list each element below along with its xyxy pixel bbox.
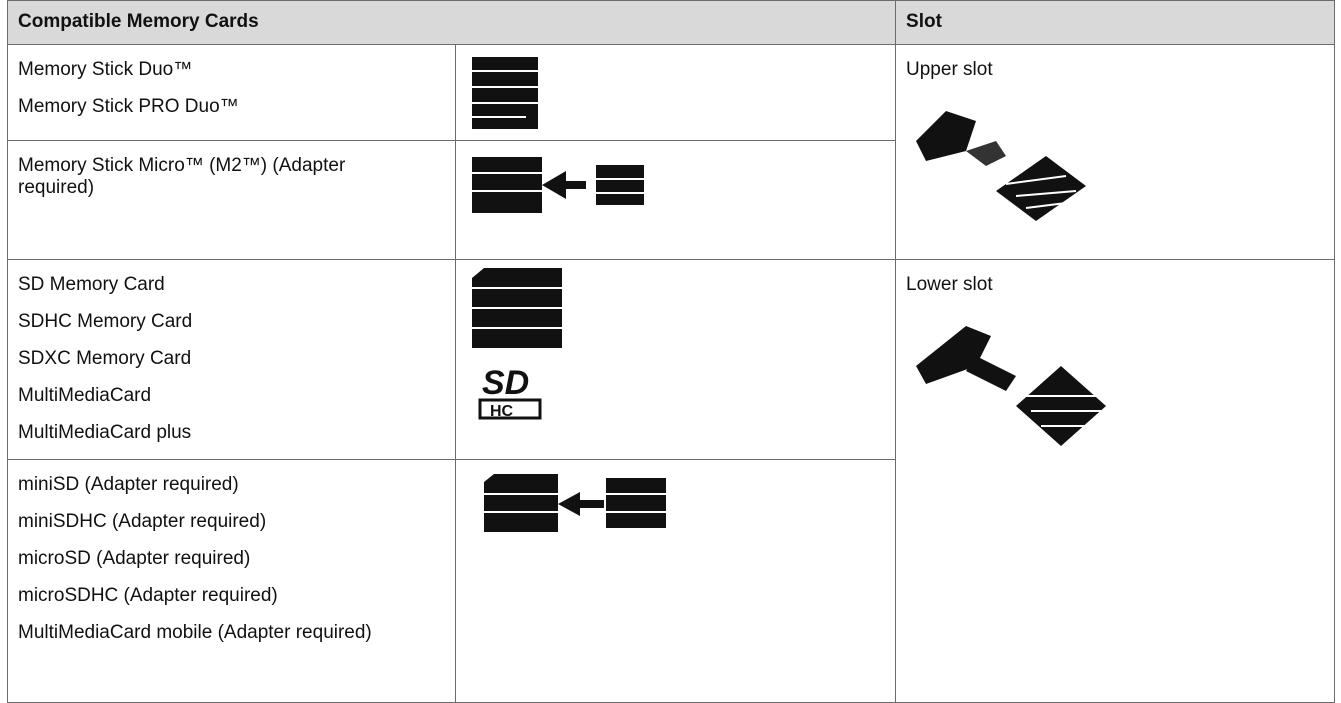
card-icon <box>472 268 562 348</box>
header-cell: Compatible Memory Cards <box>6 0 897 45</box>
card-name: microSDHC (Adapter required) <box>18 585 278 606</box>
image-cell <box>454 459 897 703</box>
card-name: MultiMediaCard plus <box>18 422 192 443</box>
card-cell: Memory Stick Duo™ Memory Stick PRO Duo™ <box>7 44 456 141</box>
header-cell: Slot <box>895 0 1336 45</box>
row: Memory Stick Duo™ Memory Stick PRO Duo™ … <box>7 44 1336 260</box>
slot-icon <box>916 111 1087 221</box>
card-cell: miniSD (Adapter required) miniSDHC (Adap… <box>7 459 456 703</box>
card-name: miniSDHC (Adapter required) <box>18 511 267 532</box>
sd-logo: SD HC <box>478 364 542 420</box>
slot-cell: Lower slot <box>895 259 1336 703</box>
card-table: Compatible Memory Cards Slot Memory Stic… <box>6 0 1336 703</box>
slot-label: Lower slot <box>906 274 993 295</box>
card-name: SD Memory Card <box>18 274 165 295</box>
card-cell: SD Memory Card SDHC Memory Card SDXC Mem… <box>7 259 456 460</box>
card-name: microSD (Adapter required) <box>18 548 251 569</box>
card-icon <box>484 474 666 532</box>
image-cell <box>454 44 897 141</box>
image-cell <box>454 140 897 260</box>
svg-text:SD: SD <box>482 364 529 402</box>
slot-icon <box>916 326 1107 446</box>
card-name: MultiMediaCard <box>18 385 152 406</box>
card-cell: Memory Stick Micro™ (M2™) (Adapter requi… <box>7 140 456 260</box>
card-name: MultiMediaCard mobile (Adapter required) <box>18 622 372 643</box>
slot-label: Upper slot <box>906 59 993 80</box>
card-name: SDXC Memory Card <box>18 348 192 369</box>
row: Memory Stick Micro™ (M2™) (Adapter requi… <box>7 140 1335 260</box>
card-name: miniSD (Adapter required) <box>18 474 239 495</box>
card-name: Memory Stick PRO Duo™ <box>18 96 239 117</box>
card-icon <box>472 57 538 129</box>
card-icon <box>472 157 644 213</box>
card-name: Memory Stick Micro™ (M2™) (Adapter requi… <box>18 155 346 198</box>
row: SD Memory Card SDHC Memory Card SDXC Mem… <box>7 259 1336 703</box>
header-row: Compatible Memory Cards Slot <box>6 0 1336 45</box>
row: miniSD (Adapter required) miniSDHC (Adap… <box>7 459 1335 703</box>
image-cell: SD HC <box>454 259 897 460</box>
slot-cell: Upper slot <box>895 44 1336 260</box>
card-name: SDHC Memory Card <box>18 311 193 332</box>
card-name: Memory Stick Duo™ <box>18 59 193 80</box>
svg-text:HC: HC <box>490 403 514 420</box>
